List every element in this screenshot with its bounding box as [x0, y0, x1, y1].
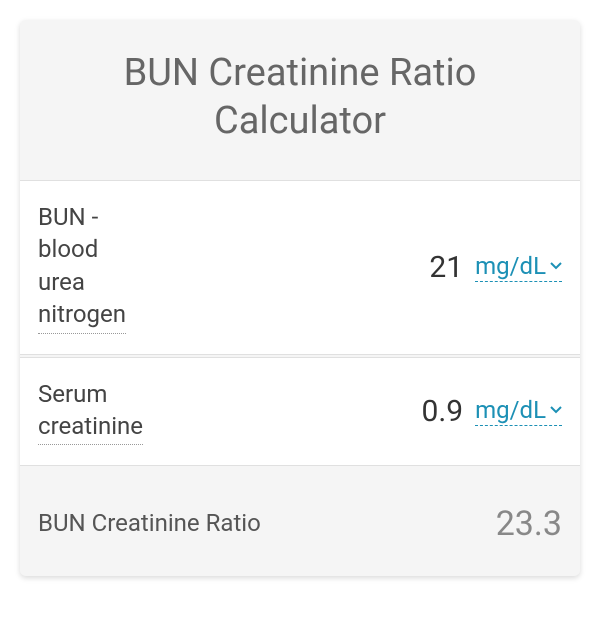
calculator-title: BUN Creatinine Ratio Calculator: [20, 20, 580, 180]
bun-unit-selector[interactable]: mg/dL: [475, 252, 562, 282]
chevron-down-icon: [550, 262, 562, 270]
creatinine-unit-text: mg/dL: [475, 396, 546, 424]
creatinine-value-input[interactable]: [143, 394, 475, 429]
bun-value-input[interactable]: [126, 250, 475, 285]
bun-label[interactable]: BUN - blood urea nitrogen: [38, 201, 126, 334]
input-row-bun: BUN - blood urea nitrogen mg/dL: [20, 180, 580, 355]
chevron-down-icon: [550, 406, 562, 414]
calculator-card: BUN Creatinine Ratio Calculator BUN - bl…: [20, 20, 580, 576]
creatinine-unit-selector[interactable]: mg/dL: [475, 396, 562, 426]
bun-unit-text: mg/dL: [475, 252, 546, 280]
input-row-creatinine: Serum creatinine mg/dL: [20, 357, 580, 467]
result-row-ratio: BUN Creatinine Ratio 23.3: [20, 474, 580, 574]
creatinine-label[interactable]: Serum creatinine: [38, 378, 143, 446]
ratio-value: 23.3: [482, 504, 562, 544]
ratio-label: BUN Creatinine Ratio: [38, 507, 482, 541]
